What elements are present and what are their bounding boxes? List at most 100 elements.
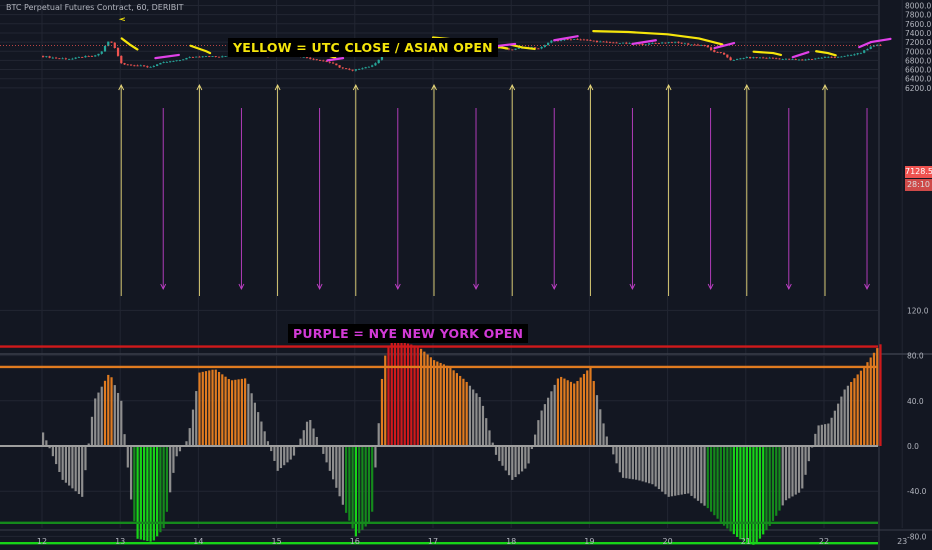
candle-body — [566, 39, 569, 41]
oscillator-bar — [165, 446, 169, 512]
oscillator-bar — [384, 355, 387, 446]
oscillator-tick-label: 0.0 — [907, 442, 919, 451]
candle-body — [716, 52, 719, 53]
oscillator-bar — [45, 440, 48, 446]
oscillator-bar — [136, 446, 139, 539]
symbol-title: BTC Perpetual Futures Contract, 60, DERI… — [6, 3, 184, 12]
oscillator-bar — [478, 397, 481, 446]
up-arrow-icon — [118, 83, 125, 91]
oscillator-bar — [416, 346, 419, 446]
oscillator-bar — [876, 348, 879, 446]
oscillator-bar — [433, 360, 436, 446]
candle-body — [820, 57, 823, 59]
oscillator-bar — [146, 446, 149, 541]
candle-body — [762, 57, 765, 59]
oscillator-tick-label: -80.0 — [907, 532, 927, 541]
candle-body — [87, 56, 90, 57]
oscillator-bar — [612, 446, 615, 455]
down-arrow-icon — [785, 283, 792, 291]
oscillator-bar — [736, 446, 739, 537]
candle-body — [191, 57, 195, 58]
oscillator-bar — [221, 374, 224, 446]
candle-body — [312, 58, 315, 60]
oscillator-bar — [501, 446, 504, 466]
candle-body — [507, 48, 511, 50]
oscillator-bar — [361, 446, 364, 530]
candle-body — [791, 59, 794, 60]
oscillator-bar — [423, 351, 426, 446]
oscillator-bar — [576, 381, 579, 446]
candle-body — [859, 52, 863, 54]
candle-body — [778, 58, 781, 60]
oscillator-bar — [178, 446, 182, 452]
oscillator-bar — [48, 446, 51, 449]
oscillator-bar — [804, 446, 807, 475]
candle-body — [879, 44, 882, 46]
oscillator-bar — [631, 446, 634, 480]
candle-body — [146, 66, 149, 68]
candle-body — [172, 61, 175, 62]
oscillator-bar — [599, 409, 602, 446]
oscillator-bar — [540, 410, 543, 446]
candle-body — [188, 57, 191, 58]
oscillator-bar — [426, 354, 429, 446]
back-arrow-icon — [118, 17, 126, 22]
candle-body — [162, 62, 165, 63]
candle-body — [677, 41, 680, 43]
candle-body — [51, 57, 54, 59]
oscillator-bar — [107, 374, 110, 446]
candle-body — [550, 40, 553, 43]
oscillator-bar — [351, 446, 354, 529]
yellow-curve — [815, 50, 837, 57]
oscillator-bar — [143, 446, 146, 541]
price-tick-label: 7800.0 — [905, 11, 931, 20]
oscillator-bar — [364, 446, 367, 527]
candle-body — [833, 56, 836, 58]
oscillator-bar — [475, 393, 478, 446]
oscillator-bar — [87, 443, 90, 446]
oscillator-bar — [664, 446, 667, 495]
oscillator-bar — [863, 366, 866, 446]
oscillator-bar — [156, 446, 159, 537]
session-lines — [118, 83, 870, 296]
oscillator-tick-label: 40.0 — [907, 397, 924, 406]
candle-body — [45, 56, 48, 58]
time-tick-label: 20 — [663, 537, 673, 546]
yellow-curve — [752, 50, 783, 57]
candle-body — [103, 45, 107, 52]
oscillator-bar — [602, 423, 605, 446]
oscillator-bar — [674, 446, 677, 496]
oscillator-bar — [90, 416, 94, 446]
candle-body — [680, 42, 683, 44]
oscillator-bar — [592, 381, 595, 446]
oscillator-bar — [198, 372, 201, 446]
oscillator-bar — [739, 446, 742, 540]
candle-body — [224, 56, 227, 57]
candle-body — [621, 42, 625, 44]
magenta-dash — [326, 57, 345, 62]
oscillator-bar — [58, 446, 61, 472]
oscillator-bar — [234, 379, 237, 446]
candle-body — [638, 43, 641, 45]
oscillator-bar — [778, 446, 781, 511]
oscillator-bar — [762, 446, 765, 535]
candle-body — [618, 43, 621, 45]
oscillator-bar — [872, 352, 876, 446]
oscillator-bar — [765, 446, 768, 531]
oscillator-bar — [752, 446, 755, 545]
oscillator-bar — [582, 373, 586, 446]
oscillator-bar — [866, 362, 869, 446]
oscillator-bar — [94, 398, 97, 446]
oscillator-bar — [345, 446, 348, 513]
oscillator-bar — [670, 446, 674, 497]
candle-body — [367, 66, 371, 68]
oscillator-bar — [534, 434, 537, 446]
candle-body — [94, 55, 97, 57]
purple-annotation: PURPLE = NYE NEW YORK OPEN — [288, 324, 529, 343]
oscillator-bar — [661, 446, 664, 492]
candle-body — [42, 55, 45, 57]
candle-body — [589, 39, 592, 41]
oscillator-bar — [436, 361, 439, 446]
oscillator-bar — [227, 379, 230, 446]
price-tick-label: 6600.0 — [905, 66, 931, 75]
